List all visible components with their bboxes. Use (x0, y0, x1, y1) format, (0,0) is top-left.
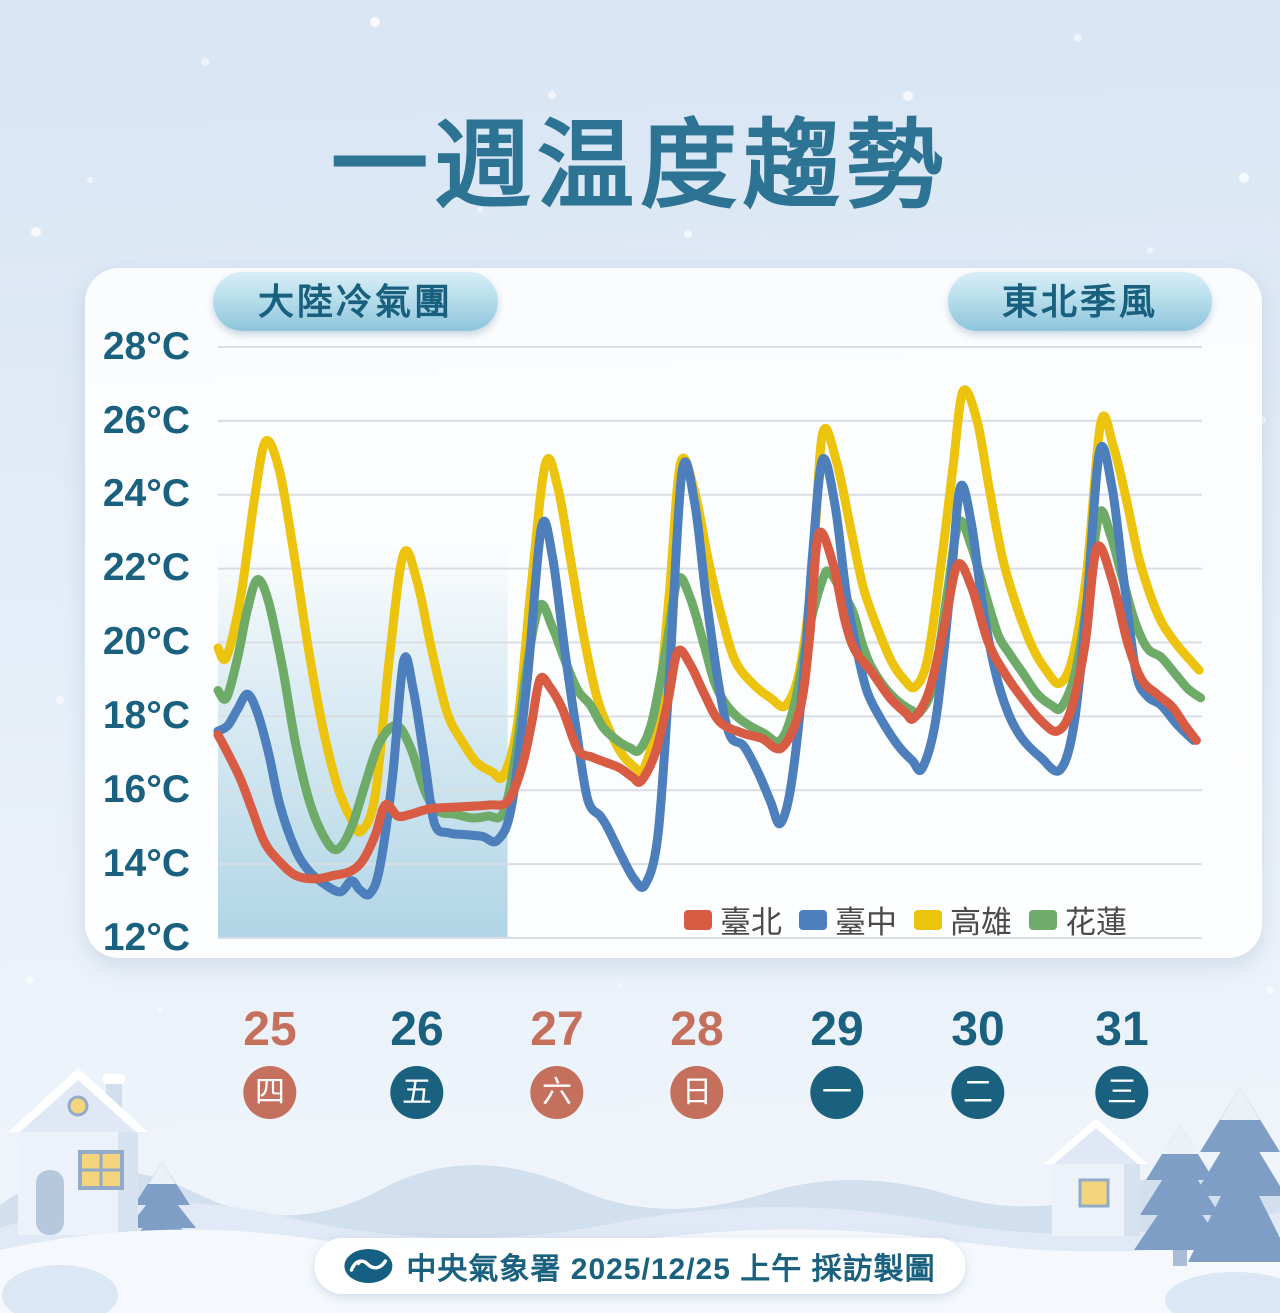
trees-right (1134, 1087, 1280, 1266)
tag-northeast-monsoon: 東北季風 (948, 272, 1212, 331)
chart-panel (85, 268, 1262, 958)
y-axis-label: 18°C (102, 694, 190, 737)
date-number: 27 (530, 1003, 584, 1056)
cwa-logo-icon (344, 1249, 393, 1283)
date-26: 26 五 (390, 1002, 444, 1119)
legend-label: 臺北 (720, 905, 782, 940)
date-number: 26 (390, 1003, 444, 1056)
weekday-badge: 四 (243, 1066, 297, 1119)
legend-swatch-kaohsiung (914, 909, 942, 930)
legend-item-kaohsiung: 高雄 (914, 897, 1012, 942)
weekday-badge: 三 (1095, 1066, 1149, 1119)
date-number: 30 (951, 1003, 1005, 1056)
legend-item-taipei: 臺北 (684, 897, 782, 942)
house-left (8, 1068, 148, 1235)
y-axis-label: 14°C (102, 842, 190, 885)
y-axis-label: 20°C (102, 620, 190, 663)
house-right (1044, 1118, 1148, 1236)
date-number: 29 (810, 1003, 864, 1056)
date-25: 25 四 (243, 1002, 297, 1119)
page-title: 一週温度趨勢 (331, 111, 949, 220)
date-number: 25 (243, 1003, 297, 1056)
y-axis-label: 24°C (102, 472, 190, 515)
legend-item-taichung: 臺中 (799, 897, 897, 942)
date-31: 31 三 (1095, 1002, 1149, 1119)
legend-swatch-hualien (1029, 909, 1057, 930)
date-30: 30 二 (951, 1002, 1005, 1119)
date-number: 28 (670, 1003, 724, 1056)
y-axis-label: 16°C (102, 768, 190, 811)
tag-continental-cold-air-mass: 大陸冷氣團 (213, 272, 498, 331)
legend-label: 臺中 (835, 905, 897, 940)
y-axis-label: 22°C (102, 546, 190, 589)
source-footer: 中央氣象署 2025/12/25 上午 採訪製圖 (314, 1238, 966, 1294)
weekday-badge: 二 (951, 1066, 1005, 1119)
date-number: 31 (1095, 1003, 1149, 1056)
legend-item-hualien: 花蓮 (1029, 897, 1127, 942)
weekday-badge: 日 (670, 1066, 724, 1119)
date-27: 27 六 (530, 1002, 584, 1119)
legend-swatch-taipei (684, 909, 712, 930)
date-29: 29 一 (810, 1002, 864, 1119)
tree-left (122, 1162, 202, 1264)
date-28: 28 日 (670, 1002, 724, 1119)
weekday-badge: 一 (810, 1066, 864, 1119)
source-text: 中央氣象署 2025/12/25 上午 採訪製圖 (406, 1253, 936, 1286)
legend-swatch-taichung (799, 909, 827, 930)
weekday-badge: 五 (390, 1066, 444, 1119)
y-axis-label: 26°C (102, 399, 190, 442)
legend-label: 花蓮 (1065, 905, 1127, 940)
weekday-badge: 六 (530, 1066, 584, 1119)
y-axis-label: 12°C (102, 916, 190, 959)
y-axis-label: 28°C (102, 325, 190, 368)
legend-label: 高雄 (950, 905, 1012, 940)
chart-legend: 臺北 臺中 高雄 花蓮 (684, 897, 1127, 942)
